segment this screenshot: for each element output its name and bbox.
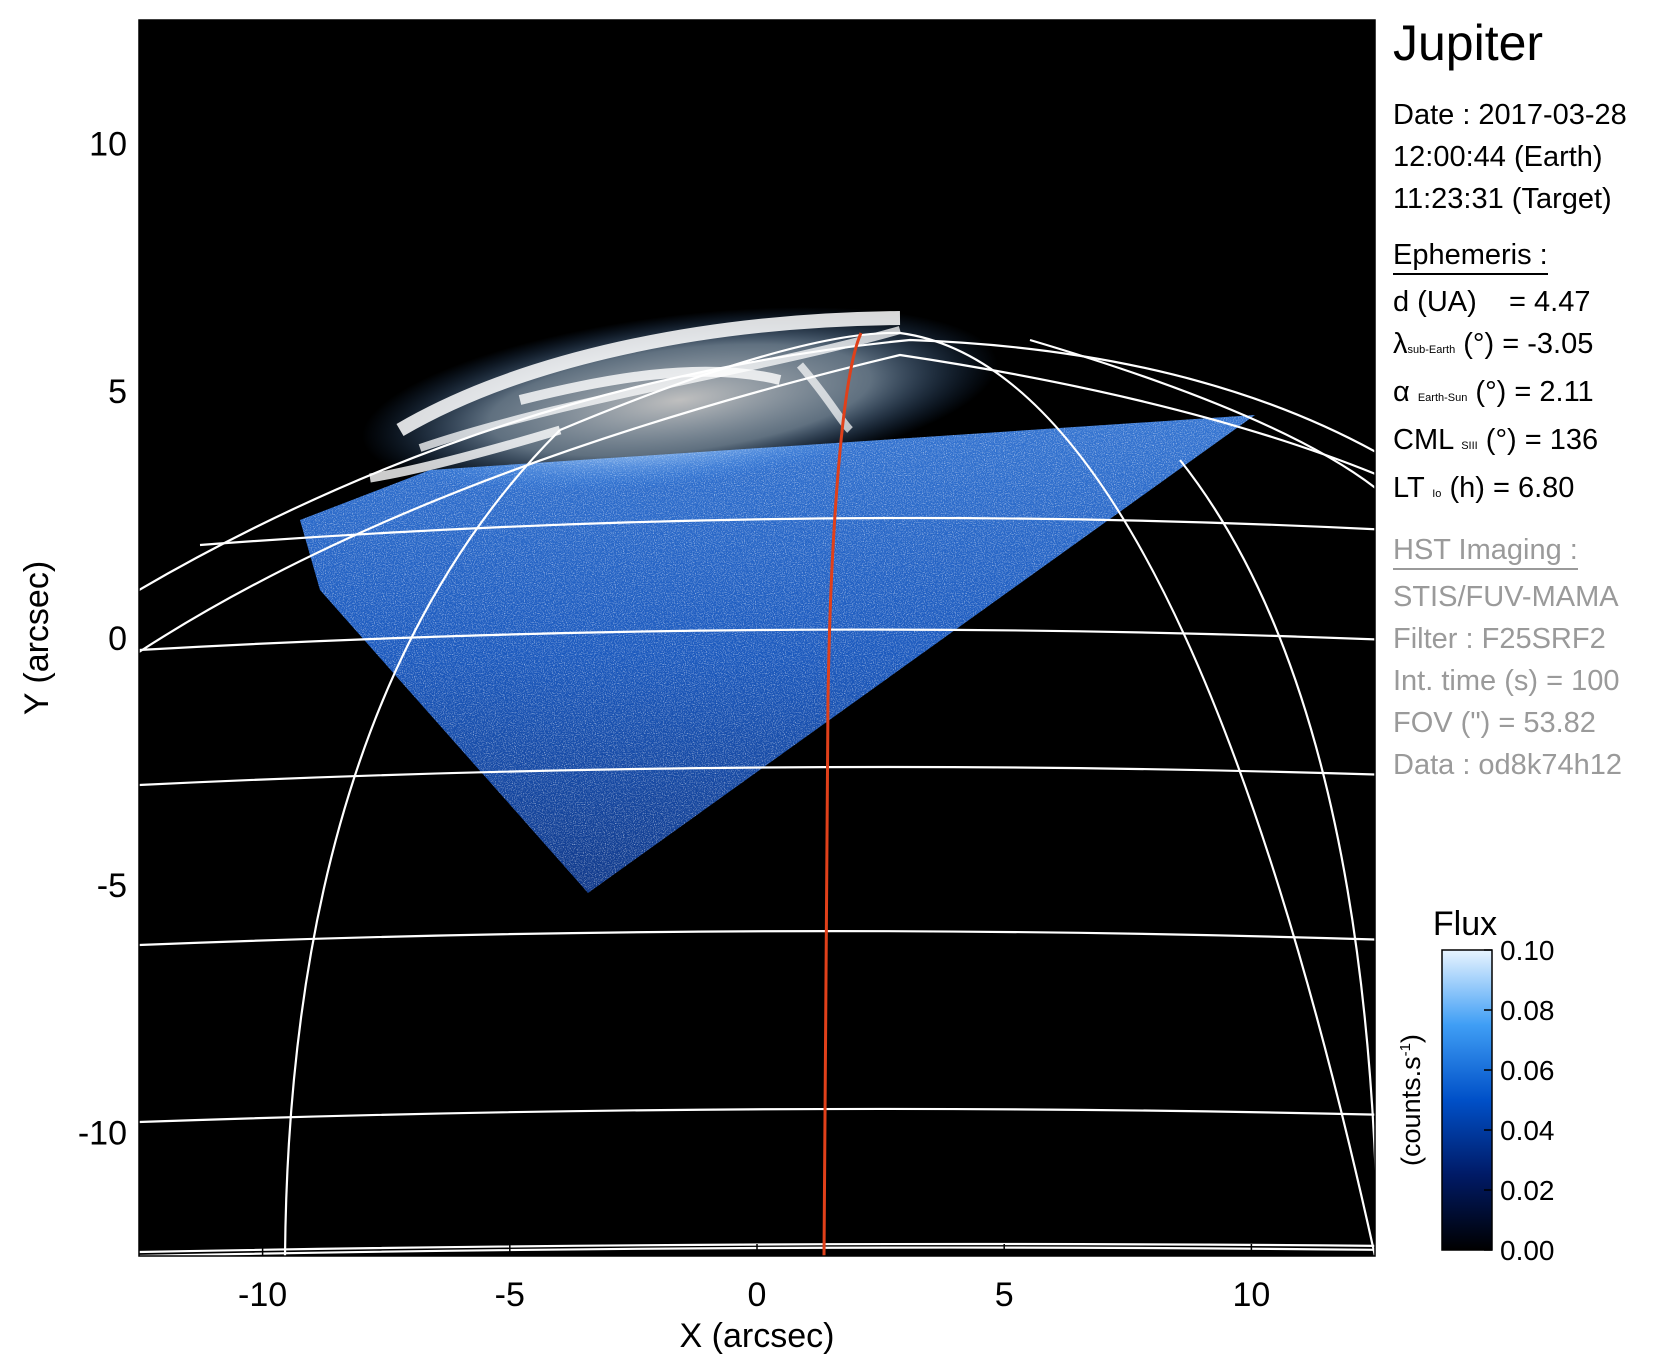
x-axis-ticks: -10 -5 0 5 10: [238, 1244, 1270, 1314]
sub-earth-latitude-row: λsub-Earth (°) = -3.05: [1393, 328, 1594, 360]
ephemeris-header: Ephemeris :: [1393, 237, 1548, 275]
distance-row: d (UA) = 4.47: [1393, 286, 1591, 318]
colorbar-gradient: [1441, 949, 1493, 1251]
x-tick-label: -10: [238, 1276, 287, 1314]
colorbar-tick-label: 0.06: [1500, 1055, 1555, 1086]
fov-row: FOV (") = 53.82: [1393, 707, 1596, 739]
cml-row: CML SIII (°) = 136: [1393, 424, 1599, 456]
info-panel: Jupiter Date : 2017-03-28 12:00:44 (Eart…: [1393, 14, 1676, 786]
y-tick-label: 10: [89, 126, 127, 164]
auroral-oval: [362, 307, 998, 493]
date-line: Date : 2017-03-28: [1393, 99, 1627, 131]
instrument-row: STIS/FUV-MAMA: [1393, 581, 1619, 613]
colorbar-unit: (counts.s-1): [1396, 1034, 1426, 1166]
local-time-row: LT Io (h) = 6.80: [1393, 472, 1575, 504]
earth-time: 12:00:44 (Earth): [1393, 141, 1603, 173]
target-time: 11:23:31 (Target): [1393, 183, 1612, 215]
x-tick-label: 5: [995, 1276, 1014, 1314]
lat-lon-grid: [139, 331, 1375, 1256]
data-id-row: Data : od8k74h12: [1393, 749, 1622, 781]
y-axis-label: Y (arcsec): [18, 561, 56, 715]
colorbar-title: Flux: [1433, 905, 1497, 943]
y-tick-label: 5: [108, 373, 127, 411]
hst-header: HST Imaging :: [1393, 532, 1578, 570]
y-tick-label: -5: [97, 867, 127, 905]
y-axis-ticks: 10 5 0 -5 -10: [78, 126, 151, 1152]
colorbar-tick-label: 0.10: [1500, 935, 1555, 966]
colorbar: Flux 0.00 0.02 0.04 0.06 0.08 0.10 (counts.s-…: [1396, 905, 1555, 1266]
target-title: Jupiter: [1393, 15, 1544, 71]
colorbar-tick-label: 0.04: [1500, 1115, 1555, 1146]
colorbar-tick-label: 0.00: [1500, 1235, 1555, 1266]
int-time-row: Int. time (s) = 100: [1393, 665, 1620, 697]
colorbar-tick-label: 0.02: [1500, 1175, 1555, 1206]
io-footprint-track: [822, 332, 863, 1256]
y-tick-label: -10: [78, 1114, 127, 1152]
filter-row: Filter : F25SRF2: [1393, 623, 1606, 655]
x-tick-label: -5: [495, 1276, 525, 1314]
x-axis-label: X (arcsec): [680, 1317, 835, 1355]
x-tick-label: 10: [1232, 1276, 1270, 1314]
phase-angle-row: α Earth-Sun (°) = 2.11: [1393, 376, 1594, 408]
y-tick-label: 0: [108, 620, 127, 658]
colorbar-ticks: 0.00 0.02 0.04 0.06 0.08 0.10: [1484, 935, 1555, 1266]
x-tick-label: 0: [748, 1276, 767, 1314]
colorbar-tick-label: 0.08: [1500, 995, 1555, 1026]
